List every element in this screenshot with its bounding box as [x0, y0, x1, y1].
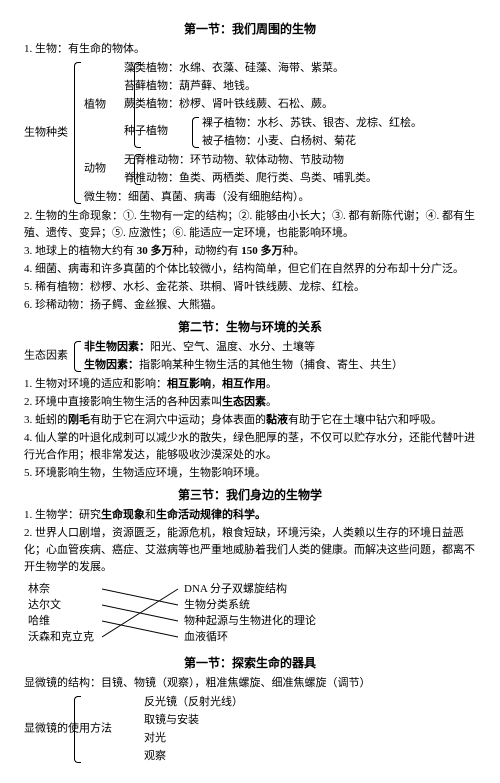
section2-title: 第二节：生物与环境的关系 [24, 318, 476, 337]
species-group: 生物种类 植物 藻类植物：水绵、衣藻、硅藻、海带、紫菜。 苔藓植物：葫芦藓、地钱… [24, 60, 476, 206]
section4-title: 第一节：探索生命的器具 [24, 654, 476, 673]
s1-l5: 5. 稀有植物：桫椤、水杉、金花茶、珙桐、肾叶铁线蕨、龙棕、红桧。 [24, 279, 476, 296]
s2-l1c: ， [211, 378, 222, 390]
s1-l6: 6. 珍稀动物：扬子鳄、金丝猴、大熊猫。 [24, 297, 476, 314]
s1-l3d: 150 多万 [241, 245, 282, 257]
s1-l3a: 3. 地球上的植物大约有 [24, 245, 137, 257]
micro-line: 微生物：细菌、真菌、病毒（没有细胞结构）。 [84, 189, 476, 206]
svg-text:沃森和克立克: 沃森和克立克 [28, 629, 94, 643]
s2-l2a: 2. 环境中直接影响生物生活的各种因素叫 [24, 396, 222, 408]
svg-text:DNA 分子双螺旋结构: DNA 分子双螺旋结构 [184, 581, 287, 595]
use-c: 对光 [144, 730, 476, 747]
angio-line: 被子植物：小麦、白杨树、菊花 [202, 133, 476, 150]
s2-l1b: 相互影响 [167, 378, 211, 390]
abiotic-line: 非生物因素：阳光、空气、温度、水分、土壤等 [84, 339, 476, 356]
s2-l1: 1. 生物对环境的适应和影响：相互影响，相互作用。 [24, 376, 476, 393]
biotic-line: 生物因素：指影响某种生物生活的其他生物（捕食、寄生、共生） [84, 357, 476, 374]
use-label: 显微镜的使用方法 [24, 721, 112, 738]
svg-text:生物分类系统: 生物分类系统 [184, 597, 250, 611]
section3-title: 第三节：我们身边的生物学 [24, 486, 476, 505]
s2-l1e: 。 [266, 378, 277, 390]
s1-l3c: 种，动物约有 [173, 245, 242, 257]
seed-label: 种子植物 [124, 123, 168, 140]
species-label: 生物种类 [24, 124, 68, 141]
s1-l3: 3. 地球上的植物大约有 30 多万种，动物约有 150 多万种。 [24, 243, 476, 260]
s2-l1d: 相互作用 [222, 378, 266, 390]
s3-l1b: 生命现象 [101, 509, 145, 521]
s2-l3a: 3. 蚯蚓的 [24, 414, 68, 426]
eco-group: 生态因素 非生物因素：阳光、空气、温度、水分、土壤等 生物因素：指影响某种生物生… [24, 339, 476, 374]
svg-text:林奈: 林奈 [28, 581, 50, 595]
s1-l2: 2. 生物的生命现象：①. 生物有一定的结构；②. 能够由小长大；③. 都有新陈… [24, 208, 476, 242]
s2-l3d: 黏液 [266, 414, 288, 426]
use-group: 显微镜的使用方法 反光镜（反射光线） 取镜与安装 对光 观察 [24, 694, 476, 765]
eco-label: 生态因素 [24, 348, 68, 365]
biotic-lbl: 生物因素： [84, 359, 139, 371]
svg-text:物种起源与生物进化的理论: 物种起源与生物进化的理论 [184, 613, 316, 627]
biotic-txt: 指影响某种生物生活的其他生物（捕食、寄生、共生） [139, 359, 403, 371]
seed-group: 种子植物 裸子植物：水杉、苏铁、银杏、龙棕、红桧。 被子植物：小麦、白杨树、菊花 [124, 115, 476, 150]
animal-label: 动物 [84, 161, 106, 178]
s2-l3e: 有助于它在土壤中钻穴和呼吸。 [288, 414, 442, 426]
moss-line: 苔藓植物：葫芦藓、地钱。 [124, 78, 476, 95]
plant-label: 植物 [84, 96, 106, 113]
s2-l3b: 刚毛 [68, 414, 90, 426]
s2-l2: 2. 环境中直接影响生物生活的各种因素叫生态因素。 [24, 394, 476, 411]
gymno-line: 裸子植物：水杉、苏铁、银杏、龙棕、红桧。 [202, 115, 476, 132]
s3-l1: 1. 生物学：研究生命现象和生命活动规律的科学。 [24, 507, 476, 524]
invert-line: 无脊椎动物：环节动物、软体动物、节肢动物 [124, 152, 476, 169]
s3-l1d: 生命活动规律的科学。 [156, 509, 266, 521]
animal-group: 动物 无脊椎动物：环节动物、软体动物、节肢动物 脊椎动物：鱼类、两栖类、爬行类、… [84, 152, 476, 187]
abiotic-lbl: 非生物因素： [84, 341, 150, 353]
svg-text:血液循环: 血液循环 [184, 629, 228, 643]
s2-l4: 4. 仙人掌的叶退化成刺可以减少水的散失，绿色肥厚的茎，不仅可以贮存水分，还能代… [24, 430, 476, 464]
s3-l1a: 1. 生物学：研究 [24, 509, 101, 521]
s1-l3e: 种。 [283, 245, 305, 257]
fern-line: 蕨类植物：桫椤、肾叶铁线蕨、石松、蕨。 [124, 96, 476, 113]
s1-l3b: 30 多万 [137, 245, 173, 257]
s2-l2b: 生态因素 [222, 396, 266, 408]
use-a: 反光镜（反射光线） [144, 694, 476, 711]
algae-line: 藻类植物：水绵、衣藻、硅藻、海带、紫菜。 [124, 60, 476, 77]
s2-l2c: 。 [266, 396, 277, 408]
use-d: 观察 [144, 748, 476, 765]
s3-l2: 2. 世界人口剧增，资源匮乏，能源危机，粮食短缺，环境污染，人类赖以生存的环境日… [24, 525, 476, 576]
s2-l3: 3. 蚯蚓的刚毛有助于它在洞穴中运动；身体表面的黏液有助于它在土壤中钻穴和呼吸。 [24, 412, 476, 429]
s3-l1c: 和 [145, 509, 156, 521]
s4-l1: 显微镜的结构：目镜、物镜（观察），粗准焦螺旋、细准焦螺旋（调节） [24, 675, 476, 692]
section1-title: 第一节：我们周围的生物 [24, 20, 476, 39]
svg-text:达尔文: 达尔文 [28, 597, 61, 611]
plant-group: 植物 藻类植物：水绵、衣藻、硅藻、海带、紫菜。 苔藓植物：葫芦藓、地钱。 蕨类植… [84, 60, 476, 150]
vert-line: 脊椎动物：鱼类、两栖类、爬行类、鸟类、哺乳类。 [124, 170, 476, 187]
match-diagram: 林奈达尔文哈维沃森和克立克 DNA 分子双螺旋结构生物分类系统物种起源与生物进化的… [24, 580, 384, 650]
s1-l1: 1. 生物：有生命的物体。 [24, 41, 476, 58]
use-b: 取镜与安装 [144, 712, 476, 729]
s2-l1a: 1. 生物对环境的适应和影响： [24, 378, 167, 390]
s2-l3c: 有助于它在洞穴中运动；身体表面的 [90, 414, 266, 426]
s2-l5: 5. 环境影响生物，生物适应环境，生物影响环境。 [24, 465, 476, 482]
s1-l4: 4. 细菌、病毒和许多真菌的个体比较微小，结构简单，但它们在自然界的分布却十分广… [24, 261, 476, 278]
svg-text:哈维: 哈维 [28, 614, 50, 627]
abiotic-txt: 阳光、空气、温度、水分、土壤等 [150, 341, 315, 353]
